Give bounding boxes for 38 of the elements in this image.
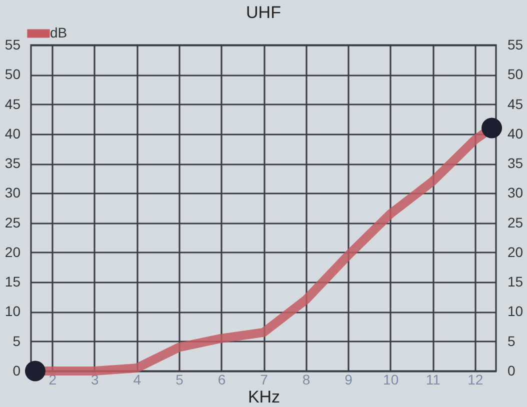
y-tick-label: 35 [4,155,21,172]
x-tick-label: 10 [383,372,399,388]
y2-tick-label: 5 [508,332,516,349]
y2-tick-label: 55 [508,36,524,52]
x-axis-title: KHz [248,388,280,406]
y2-tick-label: 40 [508,125,524,142]
x-tick-label: 5 [176,372,184,388]
y-tick-label: 5 [12,332,21,349]
x-tick-label: 7 [260,372,268,388]
x-tick-label: 12 [468,372,484,388]
x-tick-label: 3 [91,372,100,388]
y2-tick-label: 25 [508,214,524,230]
y2-tick-label: 10 [508,303,524,320]
y2-tick-label: 30 [508,184,524,201]
y-tick-label: 50 [4,66,21,82]
y-tick-label: 40 [4,125,21,142]
y2-tick-label: 35 [508,155,524,172]
y2-tick-label: 0 [508,362,516,378]
y-tick-label: 15 [4,274,21,290]
y2-tick-label: 45 [508,96,524,112]
y2-tick-label: 15 [508,274,524,290]
x-tick-label: 4 [133,372,142,388]
x-tick-label: 6 [218,372,226,388]
y-tick-label: 0 [12,362,21,378]
x-tick-label: 2 [48,372,57,388]
y-tick-label: 25 [4,214,21,230]
legend-label: dB [50,24,68,40]
y-tick-label: 30 [4,184,21,201]
x-tick-label: 11 [426,372,441,388]
x-tick-label: 9 [344,372,353,388]
y2-tick-label: 20 [508,244,524,260]
y-tick-label: 45 [4,96,21,112]
x-tick-label: 8 [302,372,310,388]
y-tick-label: 55 [4,36,21,52]
y2-tick-label: 50 [508,66,524,82]
chart-title: UHF [246,3,281,22]
y-tick-label: 10 [4,303,21,320]
y-tick-label: 20 [4,244,21,260]
